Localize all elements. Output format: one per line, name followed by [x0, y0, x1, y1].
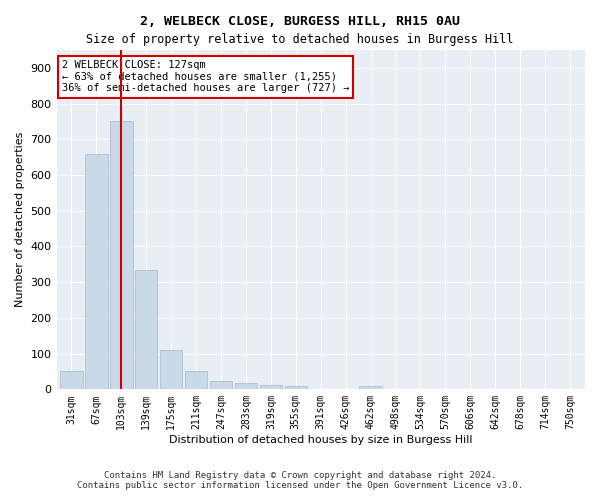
Bar	[110, 122, 133, 390]
Bar	[284, 386, 307, 390]
Text: 2, WELBECK CLOSE, BURGESS HILL, RH15 0AU: 2, WELBECK CLOSE, BURGESS HILL, RH15 0AU	[140, 15, 460, 28]
Bar	[135, 270, 157, 390]
Bar	[160, 350, 182, 390]
Text: 2 WELBECK CLOSE: 127sqm
← 63% of detached houses are smaller (1,255)
36% of semi: 2 WELBECK CLOSE: 127sqm ← 63% of detache…	[62, 60, 349, 94]
Bar	[85, 154, 107, 390]
Y-axis label: Number of detached properties: Number of detached properties	[15, 132, 25, 308]
Text: Size of property relative to detached houses in Burgess Hill: Size of property relative to detached ho…	[86, 32, 514, 46]
Bar	[60, 372, 83, 390]
Bar	[235, 383, 257, 390]
Bar	[260, 385, 282, 390]
Text: Contains HM Land Registry data © Crown copyright and database right 2024.
Contai: Contains HM Land Registry data © Crown c…	[77, 470, 523, 490]
Bar	[359, 386, 382, 390]
Bar	[210, 382, 232, 390]
X-axis label: Distribution of detached houses by size in Burgess Hill: Distribution of detached houses by size …	[169, 435, 473, 445]
Bar	[185, 372, 208, 390]
